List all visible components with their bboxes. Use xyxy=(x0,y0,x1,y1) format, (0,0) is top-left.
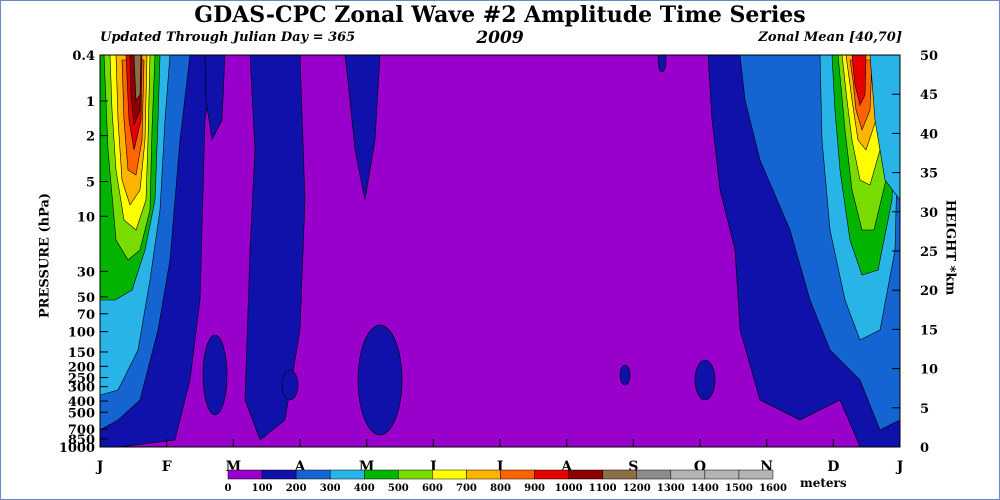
contour-level-900-nov xyxy=(851,55,867,106)
colorbar-tick-label: 400 xyxy=(354,483,375,494)
month-tick-label: J xyxy=(895,459,904,475)
contour-level-100-apr xyxy=(344,55,381,201)
colorbar-swatch xyxy=(364,469,399,480)
colorbar: 0 100 200 300 400 500 600 700 800 900 1000 1100 1200… xyxy=(225,469,787,494)
zonal-mean-label: Zonal Mean [40,70] xyxy=(758,30,902,45)
colorbar-swatch xyxy=(602,469,637,480)
colorbar-tick-label: 1300 xyxy=(657,483,685,494)
contour-blob-oct xyxy=(694,359,716,401)
contour-blob-may xyxy=(357,324,403,436)
pressure-tick-label: 0.4 xyxy=(72,49,95,64)
month-tick-label: F xyxy=(162,459,172,475)
pressure-tick-label: 250 xyxy=(68,372,95,387)
contour-blob-aug xyxy=(619,364,631,386)
height-tick-label: 25 xyxy=(920,245,938,260)
colorbar-swatch xyxy=(670,469,706,480)
contour-level-1100-jan xyxy=(133,55,142,101)
height-tick-label: 40 xyxy=(920,127,938,142)
colorbar-tick-label: 500 xyxy=(388,483,409,494)
colorbar-tick-label: 800 xyxy=(490,483,511,494)
contour-level-100-mar xyxy=(244,55,306,441)
contour-level-100-feb xyxy=(204,55,226,141)
pressure-tick-label: 500 xyxy=(68,406,95,421)
height-tick-label: 20 xyxy=(920,284,938,299)
pressure-tick-label: 150 xyxy=(68,346,95,361)
colorbar-tick-label: 0 xyxy=(225,483,232,494)
pressure-tick-label: 400 xyxy=(68,395,95,410)
contour-blob-feb xyxy=(202,334,228,416)
colorbar-tick-label: 1000 xyxy=(555,483,583,494)
colorbar-tick-label: 600 xyxy=(422,483,443,494)
contour-level-300-dec xyxy=(869,55,900,201)
colorbar-tick-label: 700 xyxy=(456,483,477,494)
pressure-tick-label: 1 xyxy=(86,95,95,110)
colorbar-tick-label: 1200 xyxy=(623,483,651,494)
height-tick-label: 30 xyxy=(920,206,938,221)
pressure-tick-label: 10 xyxy=(77,210,95,225)
colorbar-swatch xyxy=(738,469,774,480)
month-tick-label: J xyxy=(95,459,104,475)
pressure-tick-label: 2 xyxy=(86,130,95,145)
colorbar-tick-label: 100 xyxy=(252,483,273,494)
pressure-tick-label: 1000 xyxy=(59,441,95,456)
y-axis-label: PRESSURE (hPa) xyxy=(37,192,53,319)
month-tick-label: J xyxy=(495,459,504,475)
pressure-tick-label: 700 xyxy=(68,423,95,438)
contour-blob-mar xyxy=(281,369,299,401)
colorbar-swatch xyxy=(704,469,740,480)
colorbar-swatch xyxy=(534,469,569,480)
pressure-tick-label: 30 xyxy=(77,265,95,280)
colorbar-units: meters xyxy=(800,476,847,490)
colorbar-tick-label: 300 xyxy=(320,483,341,494)
pressure-tick-label: 100 xyxy=(68,326,95,341)
colorbar-swatch xyxy=(568,469,603,480)
colorbar-swatch xyxy=(295,469,331,480)
update-note: Updated Through Julian Day = 365 xyxy=(100,30,356,45)
colorbar-swatch xyxy=(636,469,672,480)
pressure-tick-label: 50 xyxy=(77,291,95,306)
colorbar-swatch xyxy=(432,469,467,480)
chart-title: GDAS-CPC Zonal Wave #2 Amplitude Time Se… xyxy=(194,2,806,28)
month-tick-label: S xyxy=(628,459,638,475)
pressure-tick-label: 5 xyxy=(86,176,95,191)
colorbar-swatch xyxy=(466,469,501,480)
colorbar-swatch xyxy=(398,469,433,480)
colorbar-tick-label: 200 xyxy=(286,483,307,494)
colorbar-tick-label: 1100 xyxy=(589,483,617,494)
month-tick-label: J xyxy=(428,459,437,475)
year-label: 2009 xyxy=(476,28,524,48)
contour-fills xyxy=(100,55,900,447)
colorbar-swatch xyxy=(500,469,535,480)
pressure-tick-label: 850 xyxy=(68,433,95,448)
colorbar-tick-label: 900 xyxy=(524,483,545,494)
pressure-tick-label: 300 xyxy=(68,381,95,396)
height-tick-label: 15 xyxy=(920,323,938,338)
colorbar-tick-label: 1400 xyxy=(691,483,719,494)
colorbar-swatch xyxy=(261,469,297,480)
height-tick-label: 50 xyxy=(920,49,938,64)
contour-blob-aug-top xyxy=(657,55,667,73)
pressure-tick-label: 200 xyxy=(68,360,95,375)
pressure-tick-label: 70 xyxy=(77,308,95,323)
height-tick-label: 5 xyxy=(920,402,929,417)
colorbar-tick-label: 1500 xyxy=(725,483,753,494)
y-axis-right-label: HEIGHT *km xyxy=(942,199,958,296)
colorbar-swatch xyxy=(227,469,263,480)
colorbar-tick-label: 1600 xyxy=(759,483,787,494)
height-tick-label: 45 xyxy=(920,88,938,103)
height-tick-label: 10 xyxy=(920,363,938,378)
height-tick-label: 0 xyxy=(920,441,929,456)
height-tick-label: 35 xyxy=(920,167,938,182)
month-tick-label: D xyxy=(827,459,839,475)
colorbar-swatch xyxy=(329,469,365,480)
